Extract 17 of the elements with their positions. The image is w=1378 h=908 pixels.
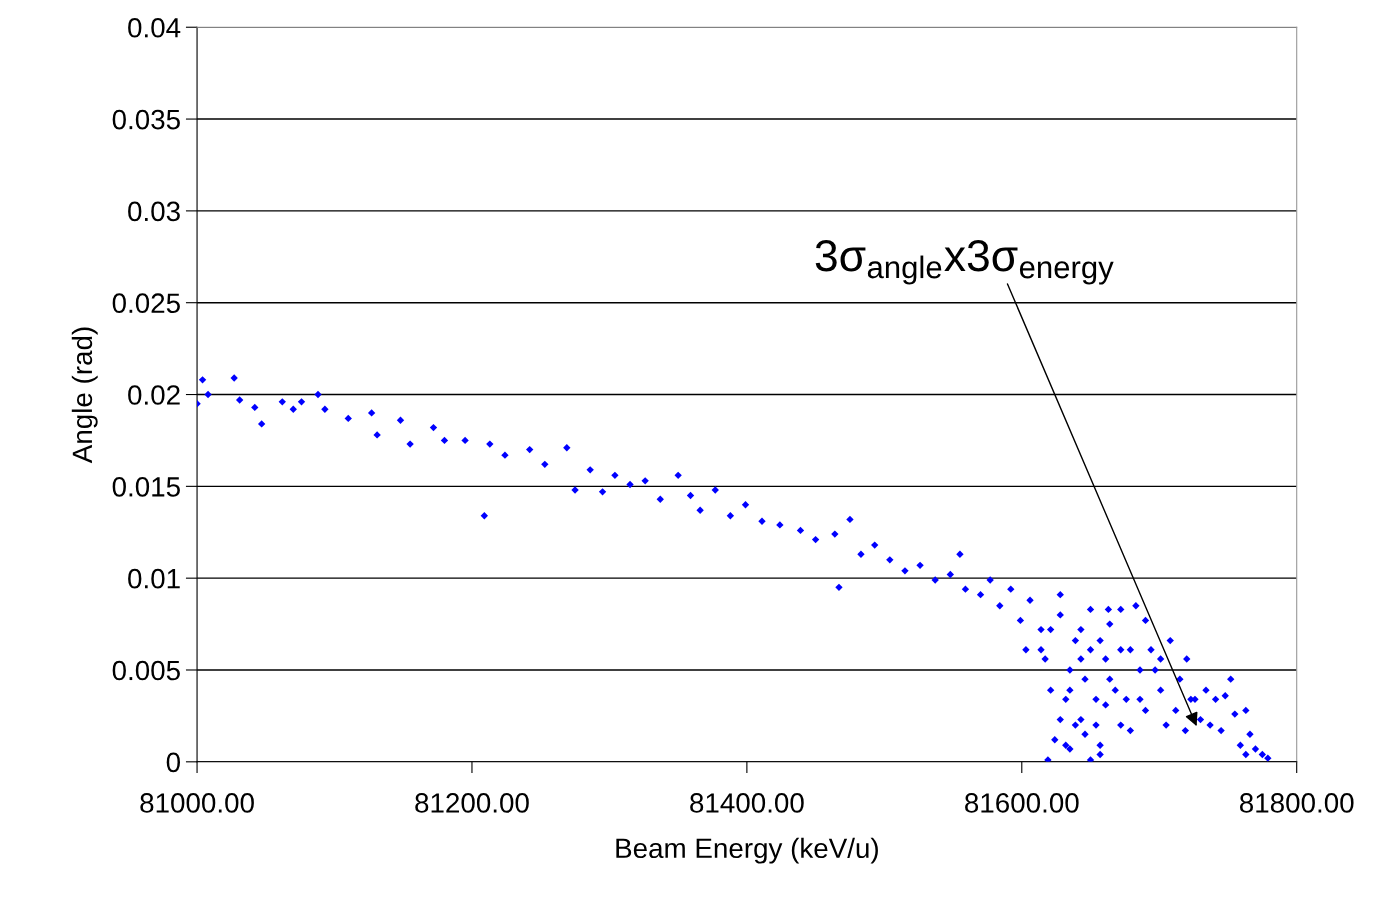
x-tick-label: 81400.00 — [690, 793, 804, 813]
y-axis-title: Angle (rad) — [71, 327, 98, 464]
y-tick-label: 0.025 — [112, 293, 180, 314]
x-tick-label: 81200.00 — [415, 793, 529, 813]
y-tick-label: 0.04 — [128, 17, 181, 38]
y-tick-label: 0.015 — [112, 477, 180, 497]
y-tick-label: 0.035 — [112, 109, 180, 130]
y-tick-label: 0.005 — [112, 660, 180, 681]
annotation: 3σ$_{angle}$x3σ$_{energy}$ — [815, 240, 1114, 285]
x-tick-label: 81600.00 — [965, 793, 1079, 813]
x-tick-label: 81800.00 — [1239, 793, 1354, 813]
y-tick-label: 0.01 — [128, 568, 180, 589]
x-axis-title: Beam Energy (keV/u) — [616, 837, 878, 864]
x-tick-label: 81000.00 — [140, 793, 254, 813]
y-tick-label: 0 — [166, 752, 180, 773]
y-tick-label: 0.03 — [128, 201, 180, 222]
y-tick-label: 0.02 — [128, 385, 180, 405]
